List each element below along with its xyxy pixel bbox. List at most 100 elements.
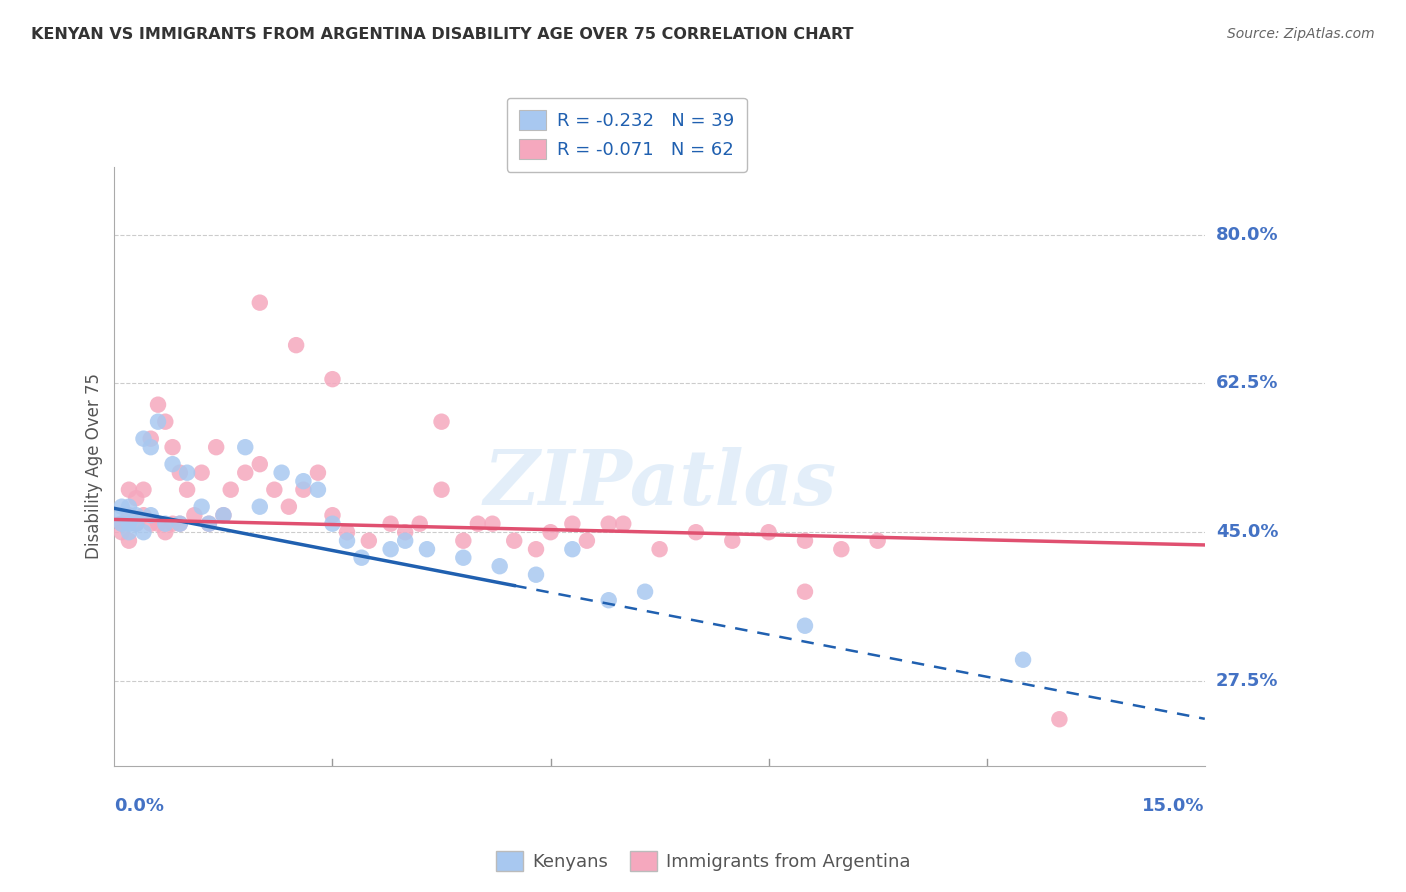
Point bbox=[146, 398, 169, 412]
Point bbox=[169, 466, 191, 480]
Point bbox=[357, 533, 380, 548]
Text: ZIPatlas: ZIPatlas bbox=[484, 447, 837, 521]
Point bbox=[183, 508, 205, 523]
Point bbox=[233, 466, 256, 480]
Point bbox=[169, 516, 191, 531]
Point bbox=[198, 516, 221, 531]
Point bbox=[794, 618, 817, 632]
Point bbox=[155, 415, 177, 429]
Point bbox=[285, 338, 308, 352]
Point bbox=[561, 516, 583, 531]
Point bbox=[416, 542, 439, 557]
Point bbox=[249, 457, 271, 471]
Point bbox=[634, 584, 657, 599]
Point bbox=[111, 500, 134, 514]
Point bbox=[205, 440, 228, 454]
Point bbox=[321, 516, 343, 531]
Point bbox=[118, 483, 141, 497]
Y-axis label: Disability Age Over 75: Disability Age Over 75 bbox=[86, 374, 103, 559]
Point bbox=[307, 483, 329, 497]
Point bbox=[233, 440, 256, 454]
Point bbox=[430, 483, 453, 497]
Point bbox=[169, 516, 191, 531]
Point bbox=[118, 525, 141, 540]
Point bbox=[503, 533, 526, 548]
Point bbox=[648, 542, 671, 557]
Point bbox=[139, 440, 162, 454]
Point bbox=[132, 525, 155, 540]
Point bbox=[307, 466, 329, 480]
Point bbox=[132, 508, 155, 523]
Point bbox=[598, 593, 620, 607]
Point bbox=[866, 533, 889, 548]
Text: Source: ZipAtlas.com: Source: ZipAtlas.com bbox=[1227, 27, 1375, 41]
Point bbox=[162, 457, 184, 471]
Point bbox=[350, 550, 373, 565]
Point bbox=[758, 525, 780, 540]
Text: 15.0%: 15.0% bbox=[1142, 797, 1205, 814]
Point bbox=[409, 516, 432, 531]
Point bbox=[125, 508, 148, 523]
Point bbox=[176, 483, 198, 497]
Point bbox=[321, 372, 343, 386]
Point bbox=[561, 542, 583, 557]
Point bbox=[277, 500, 299, 514]
Point bbox=[111, 508, 134, 523]
Point bbox=[118, 500, 141, 514]
Text: 27.5%: 27.5% bbox=[1216, 672, 1278, 690]
Point bbox=[249, 295, 271, 310]
Point bbox=[111, 516, 134, 531]
Point bbox=[394, 525, 416, 540]
Point bbox=[125, 516, 148, 531]
Point bbox=[612, 516, 634, 531]
Point bbox=[146, 516, 169, 531]
Point bbox=[721, 533, 744, 548]
Point bbox=[380, 516, 402, 531]
Point bbox=[176, 466, 198, 480]
Point bbox=[524, 567, 547, 582]
Point bbox=[190, 466, 212, 480]
Point bbox=[270, 466, 292, 480]
Point bbox=[794, 584, 817, 599]
Text: 80.0%: 80.0% bbox=[1216, 226, 1278, 244]
Point bbox=[292, 474, 315, 488]
Point bbox=[118, 516, 141, 531]
Text: 45.0%: 45.0% bbox=[1216, 524, 1278, 541]
Legend: R = -0.232   N = 39, R = -0.071   N = 62: R = -0.232 N = 39, R = -0.071 N = 62 bbox=[506, 98, 747, 172]
Point bbox=[212, 508, 235, 523]
Point bbox=[139, 516, 162, 531]
Point bbox=[1047, 712, 1070, 726]
Point bbox=[118, 533, 141, 548]
Point bbox=[481, 516, 503, 531]
Text: KENYAN VS IMMIGRANTS FROM ARGENTINA DISABILITY AGE OVER 75 CORRELATION CHART: KENYAN VS IMMIGRANTS FROM ARGENTINA DISA… bbox=[31, 27, 853, 42]
Point bbox=[685, 525, 707, 540]
Point bbox=[155, 525, 177, 540]
Text: 0.0%: 0.0% bbox=[114, 797, 165, 814]
Point bbox=[575, 533, 598, 548]
Point bbox=[430, 415, 453, 429]
Point bbox=[118, 508, 141, 523]
Point bbox=[190, 500, 212, 514]
Point bbox=[453, 550, 475, 565]
Point bbox=[336, 525, 359, 540]
Point bbox=[125, 491, 148, 506]
Point bbox=[219, 483, 242, 497]
Point bbox=[336, 533, 359, 548]
Point bbox=[146, 415, 169, 429]
Point bbox=[394, 533, 416, 548]
Point bbox=[488, 559, 510, 574]
Point bbox=[540, 525, 562, 540]
Point bbox=[249, 500, 271, 514]
Point bbox=[467, 516, 489, 531]
Point bbox=[139, 432, 162, 446]
Point bbox=[155, 516, 177, 531]
Point bbox=[132, 483, 155, 497]
Point bbox=[321, 508, 343, 523]
Point bbox=[139, 508, 162, 523]
Point bbox=[263, 483, 285, 497]
Point bbox=[125, 516, 148, 531]
Point bbox=[292, 483, 315, 497]
Point bbox=[162, 516, 184, 531]
Point bbox=[111, 516, 134, 531]
Point bbox=[598, 516, 620, 531]
